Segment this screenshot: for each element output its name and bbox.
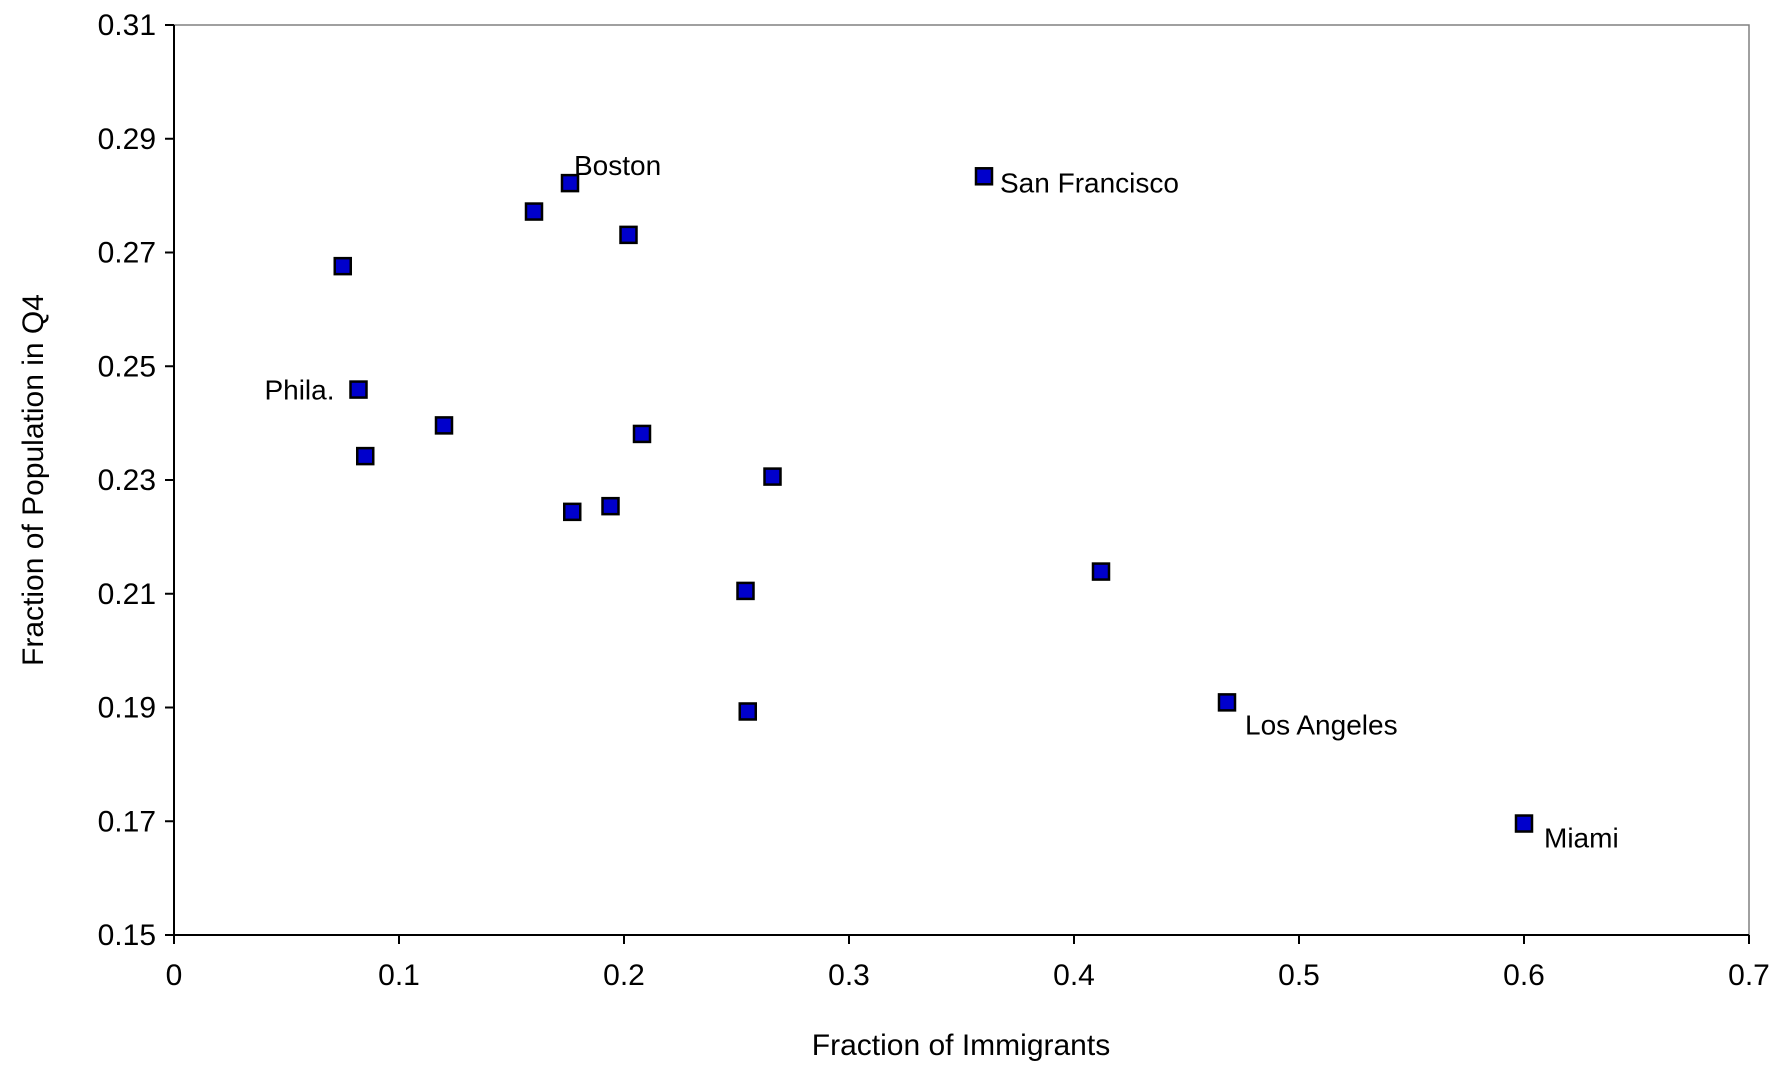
data-point [1514,814,1534,833]
data-point [736,581,755,601]
data-point [738,702,757,721]
data-point [333,256,352,276]
x-tick-label: 0.1 [378,959,420,992]
point-label: Miami [1544,823,1619,854]
y-tick-label: 0.31 [98,9,156,42]
point-label: Phila. [264,375,334,406]
y-tick-label: 0.29 [98,123,156,156]
data-point [1217,693,1237,712]
data-point [356,446,375,466]
x-axis-title: Fraction of Immigrants [812,1029,1110,1062]
point-label: Los Angeles [1245,709,1398,740]
x-axis: 0 0.1 0.2 0.3 0.4 0.5 0.6 0.7 [166,934,1770,992]
data-point [563,502,582,522]
point-label: San Francisco [1000,167,1179,198]
data-points [333,167,1534,833]
x-tick-label: 0.2 [603,959,645,992]
y-tick-label: 0.25 [98,350,156,383]
y-tick-label: 0.23 [98,464,156,497]
data-point [560,173,580,193]
y-tick-label: 0.15 [98,919,156,952]
x-tick-label: 0.5 [1278,959,1320,992]
y-axis-title: Fraction of Population in Q4 [17,294,50,666]
data-point [349,380,368,399]
y-tick-label: 0.21 [98,578,156,611]
x-tick-label: 0.3 [828,959,870,992]
x-tick-label: 0.6 [1503,959,1545,992]
y-tick-label: 0.19 [98,692,156,725]
data-point [763,467,782,486]
point-annotations: Phila. Boston San Francisco Los Angeles Miam… [264,150,1618,853]
data-point [1091,562,1111,581]
x-tick-label: 0.4 [1053,959,1095,992]
data-point [434,416,454,435]
plot-area [173,24,1750,936]
x-tick-label: 0 [166,959,183,992]
data-point [632,424,652,444]
x-tick-label: 0.7 [1728,959,1770,992]
data-point [974,167,994,186]
y-axis: 0.15 0.17 0.19 0.21 0.23 0.25 0.27 0.29 0.31 [98,9,175,952]
y-tick-label: 0.17 [98,805,156,838]
point-label: Boston [574,150,661,181]
y-tick-label: 0.27 [98,237,156,270]
data-point [601,496,620,516]
data-point [524,202,544,221]
data-point [619,225,638,245]
